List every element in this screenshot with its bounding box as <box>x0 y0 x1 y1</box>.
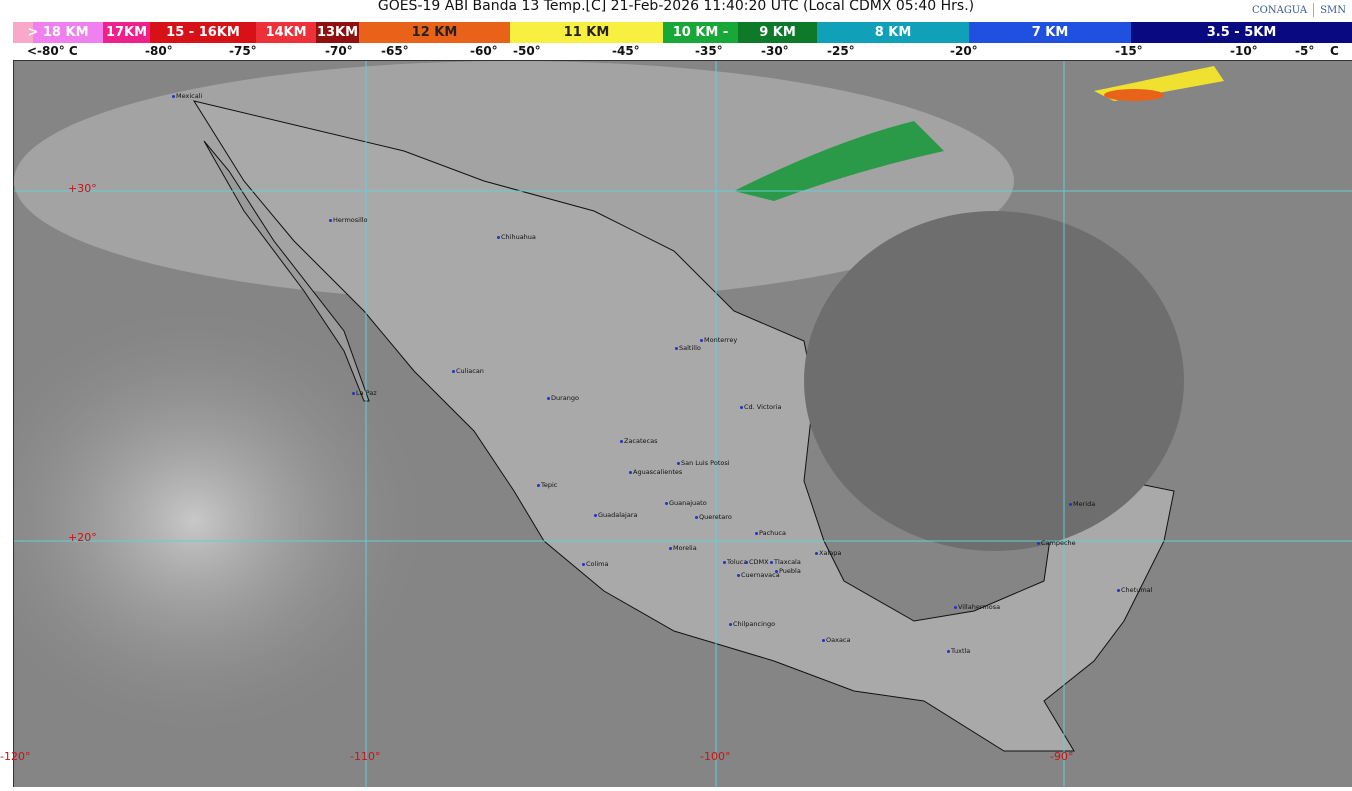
lat-label: +30° <box>68 182 97 195</box>
scale-segment: 8 KM <box>817 22 969 43</box>
logos: CONAGUA SMN <box>1252 3 1346 17</box>
temp-label: -70° <box>325 44 353 58</box>
temp-label: -80° <box>145 44 173 58</box>
scale-segment: 11 KM <box>510 22 663 43</box>
temp-label: C <box>1330 44 1339 58</box>
city-label: CDMX <box>745 558 769 566</box>
city-label: Mexicali <box>172 92 202 100</box>
scale-segment: 3.5 - 5KM <box>1131 22 1352 43</box>
temp-label: -35° <box>695 44 723 58</box>
temp-label: -30° <box>761 44 789 58</box>
city-label: Zacatecas <box>620 437 657 445</box>
city-label: Chetumal <box>1117 586 1152 594</box>
lon-label: -120° <box>0 750 31 763</box>
city-label: Toluca <box>723 558 747 566</box>
city-label: San Luis Potosi <box>677 459 730 467</box>
scale-segment: 10 KM - <box>663 22 738 43</box>
city-label: Cd. Victoria <box>740 403 781 411</box>
city-label: Durango <box>547 394 579 402</box>
temp-label: -50° <box>513 44 541 58</box>
logo-divider <box>1313 3 1315 17</box>
color-scale: > 18 KM 17KM 15 - 16KM 14KM 13KM 12 KM 1… <box>13 22 1352 43</box>
scale-segment: 13KM <box>316 22 359 43</box>
scale-segment: 14KM <box>256 22 316 43</box>
city-label: Chihuahua <box>497 233 536 241</box>
temp-label: -65° <box>381 44 409 58</box>
temp-label: -10° <box>1230 44 1258 58</box>
lat-label: +20° <box>68 531 97 544</box>
city-label: Oaxaca <box>822 636 851 644</box>
temperature-labels: <-80° C -80° -75° -70° -65° -60° -50° -4… <box>0 43 1352 59</box>
image-title: GOES-19 ABI Banda 13 Temp.[C] 21-Feb-202… <box>377 0 975 14</box>
city-label: La Paz <box>352 389 377 397</box>
temp-label: <-80° C <box>27 44 78 58</box>
city-label: Xalapa <box>815 549 841 557</box>
lon-label: -90° <box>1050 750 1074 763</box>
satellite-map <box>13 60 1352 787</box>
city-label: Saltillo <box>675 344 701 352</box>
cloud-core-orange <box>1104 89 1164 101</box>
city-label: Chilpancingo <box>729 620 775 628</box>
temp-label: -75° <box>229 44 257 58</box>
scale-segment: 7 KM <box>969 22 1131 43</box>
city-label: Tlaxcala <box>770 558 801 566</box>
city-label: Colima <box>582 560 608 568</box>
scale-segment: 9 KM <box>738 22 817 43</box>
city-label: Guanajuato <box>665 499 707 507</box>
scale-segment: 17KM <box>103 22 150 43</box>
city-label: Hermosillo <box>329 216 368 224</box>
temp-label: -25° <box>827 44 855 58</box>
city-label: Tepic <box>537 481 557 489</box>
temp-label: -5° <box>1295 44 1315 58</box>
scale-segment: 12 KM <box>359 22 510 43</box>
city-label: Culiacan <box>452 367 484 375</box>
temp-label: -45° <box>612 44 640 58</box>
temp-label: -60° <box>470 44 498 58</box>
gulf-of-mexico <box>804 211 1184 551</box>
city-label: Campeche <box>1037 539 1076 547</box>
lon-label: -100° <box>700 750 731 763</box>
cloud-band-green <box>734 121 944 201</box>
scale-segment: 15 - 16KM <box>150 22 256 43</box>
map-drawing <box>14 61 1352 787</box>
city-label: Pachuca <box>755 529 786 537</box>
city-label: Villahermosa <box>954 603 1000 611</box>
city-label: Guadalajara <box>594 511 637 519</box>
conagua-logo: CONAGUA <box>1252 4 1308 16</box>
city-label: Morelia <box>669 544 697 552</box>
city-label: Cuernavaca <box>737 571 780 579</box>
temp-label: -15° <box>1115 44 1143 58</box>
cloud-area <box>14 281 454 761</box>
mexico-land <box>192 100 1175 752</box>
city-label: Monterrey <box>700 336 737 344</box>
scale-segment: > 18 KM <box>13 22 103 43</box>
temp-label: -20° <box>950 44 978 58</box>
city-label: Merida <box>1069 500 1095 508</box>
city-label: Queretaro <box>695 513 732 521</box>
city-label: Aguascalientes <box>629 468 682 476</box>
city-label: Puebla <box>775 567 801 575</box>
city-label: Tuxtla <box>947 647 970 655</box>
lon-label: -110° <box>350 750 381 763</box>
smn-logo: SMN <box>1320 4 1346 16</box>
